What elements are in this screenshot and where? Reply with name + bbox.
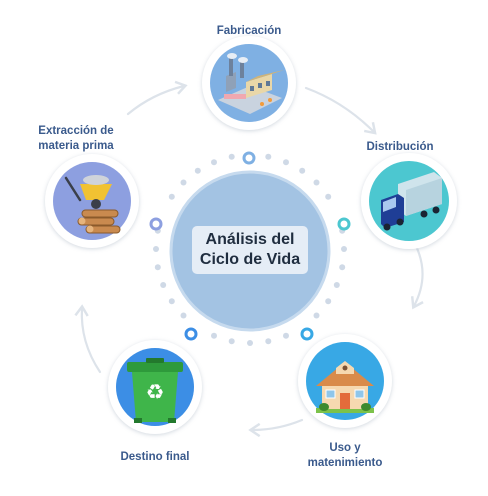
arrow-distribucion-to-uso: [410, 244, 424, 310]
stage-label-distribucion: Distribución: [344, 140, 456, 155]
ring-dot: [211, 159, 217, 166]
dotted-ring: [153, 153, 347, 346]
arrow-destino-to-extraccion: [74, 304, 102, 374]
arrow-uso-to-destino: [248, 418, 304, 438]
stage-label-line2: matenimiento: [307, 457, 383, 469]
ring-dot: [341, 246, 347, 252]
center-title-line2: Ciclo de Vida: [199, 251, 301, 268]
ring-dot: [265, 338, 272, 345]
ring-dot: [265, 153, 272, 160]
svg-text:♻: ♻: [146, 380, 165, 404]
stage-label-fabricacion: Fabricación: [189, 24, 309, 39]
ring-dot: [194, 167, 201, 174]
ring-dot: [228, 338, 235, 345]
accent-circle: [184, 327, 198, 341]
stage-label-line1: Uso y: [329, 442, 361, 454]
cycle-arrows: [74, 80, 424, 438]
ring-dot: [333, 282, 340, 288]
accent-circle: [149, 217, 163, 231]
stage-label-line1: Destino final: [120, 451, 190, 463]
ring-accents: [149, 151, 351, 341]
stage-node-distribucion: [361, 153, 457, 249]
ring-dot: [168, 193, 175, 200]
stage-label-line1: Fabricación: [216, 25, 282, 37]
truck-icon: [381, 172, 442, 231]
stage-node-fabricacion: [202, 36, 296, 130]
center-title-line1: Análisis del: [205, 231, 295, 248]
factory-icon: [218, 53, 284, 114]
ring-dot: [299, 167, 306, 174]
stage-node-destino: ♻: [108, 340, 202, 434]
accent-circle: [300, 327, 314, 341]
ring-dot: [283, 332, 289, 339]
stage-label-line2: materia prima: [38, 140, 114, 152]
wheelbarrow-logs-icon: [64, 175, 121, 234]
ring-dot: [168, 298, 175, 305]
center-title-box: Análisis del Ciclo de Vida: [192, 226, 308, 274]
recycling-bin-icon: ♻: [127, 358, 183, 423]
ring-dot: [153, 246, 159, 252]
stage-node-extraccion: [45, 154, 139, 248]
stage-label-line1: Extracción de: [38, 125, 114, 137]
ring-dot: [228, 153, 235, 160]
ring-dot: [325, 298, 332, 305]
arrow-extraccion-to-fabricacion: [126, 80, 188, 116]
ring-dot: [180, 312, 187, 319]
accent-circle: [242, 151, 256, 165]
accent-circle: [337, 217, 351, 231]
ring-dot: [313, 179, 320, 186]
house-icon: [316, 361, 374, 413]
ring-dot: [247, 340, 253, 346]
ring-dot: [283, 159, 289, 166]
ring-dot: [180, 179, 187, 186]
stage-node-uso: [298, 334, 392, 428]
ring-dot: [313, 312, 320, 319]
stage-label-extraccion: Extracción de materia prima: [14, 124, 138, 154]
stage-label-destino: Destino final: [94, 450, 216, 465]
ring-dot: [325, 193, 332, 200]
stage-label-uso: Uso y matenimiento: [285, 441, 405, 471]
arrow-fabricacion-to-distribucion: [304, 86, 377, 135]
ring-dot: [154, 264, 161, 271]
ring-dot: [339, 264, 346, 271]
ring-dot: [160, 282, 167, 288]
ring-dot: [211, 332, 217, 339]
stage-label-line1: Distribución: [366, 141, 434, 153]
